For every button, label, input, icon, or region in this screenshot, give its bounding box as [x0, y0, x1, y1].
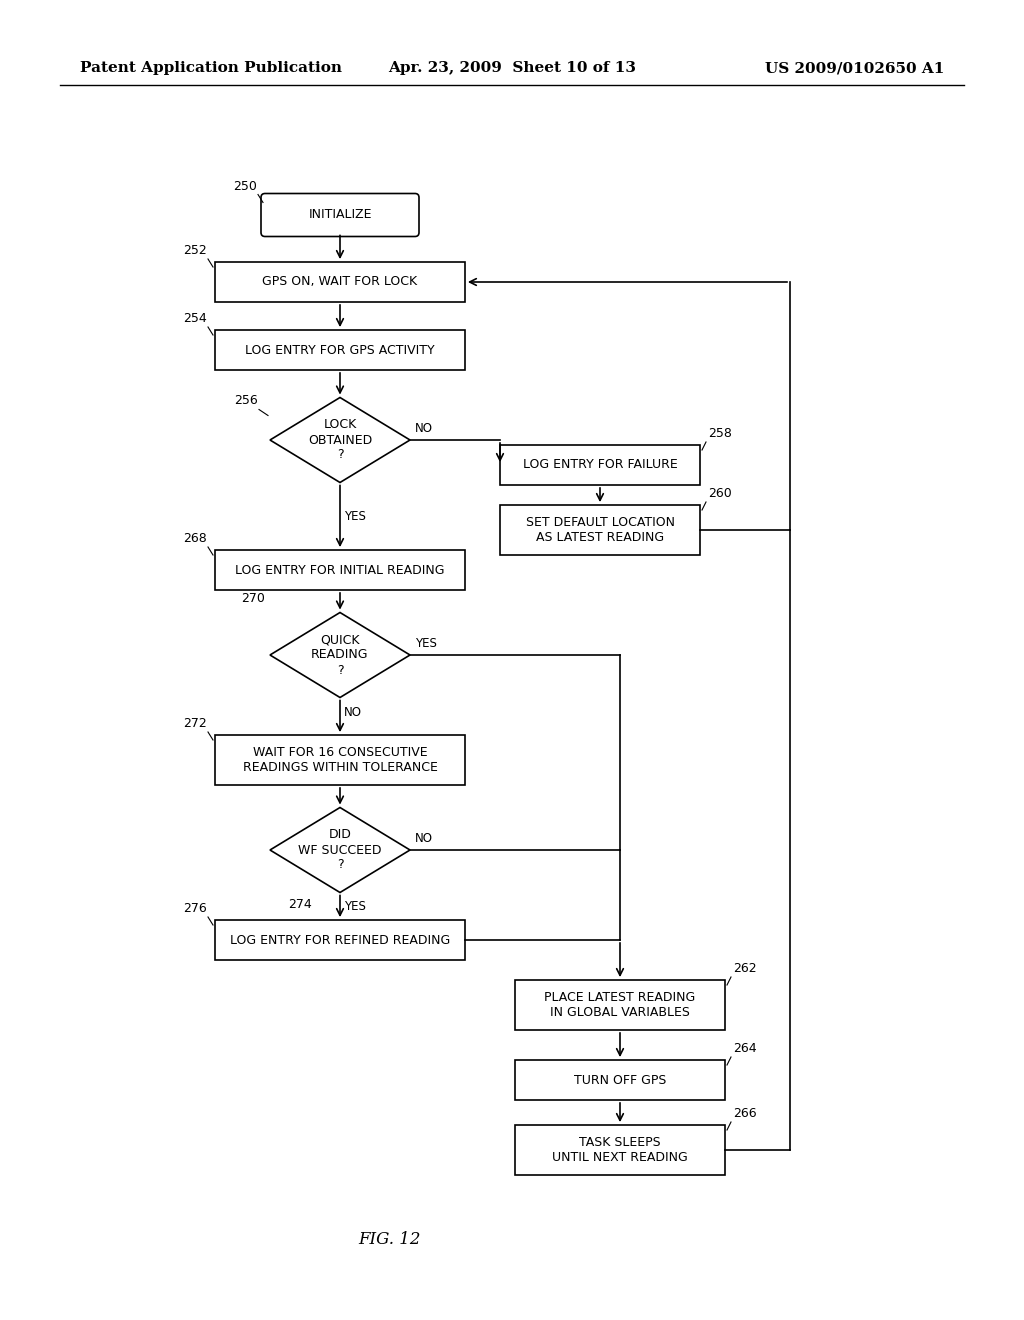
Text: 268: 268 [183, 532, 207, 545]
Text: 250: 250 [233, 180, 257, 193]
Text: 270: 270 [241, 591, 265, 605]
Bar [215, 330, 465, 370]
Text: NO: NO [344, 705, 362, 718]
Text: LOG ENTRY FOR GPS ACTIVITY: LOG ENTRY FOR GPS ACTIVITY [245, 343, 435, 356]
Text: 258: 258 [708, 426, 732, 440]
Text: GPS ON, WAIT FOR LOCK: GPS ON, WAIT FOR LOCK [262, 276, 418, 289]
Bar [515, 1060, 725, 1100]
Text: DID
WF SUCCEED
?: DID WF SUCCEED ? [298, 829, 382, 871]
Text: 266: 266 [733, 1107, 757, 1119]
Polygon shape [270, 808, 410, 892]
Polygon shape [270, 397, 410, 483]
Text: TASK SLEEPS
UNTIL NEXT READING: TASK SLEEPS UNTIL NEXT READING [552, 1137, 688, 1164]
Text: US 2009/0102650 A1: US 2009/0102650 A1 [765, 61, 944, 75]
Text: 274: 274 [288, 898, 312, 911]
Text: 252: 252 [183, 244, 207, 257]
Text: TURN OFF GPS: TURN OFF GPS [573, 1073, 667, 1086]
Text: LOG ENTRY FOR FAILURE: LOG ENTRY FOR FAILURE [522, 458, 677, 471]
Bar [500, 445, 700, 484]
Bar [215, 735, 465, 785]
Text: LOG ENTRY FOR INITIAL READING: LOG ENTRY FOR INITIAL READING [236, 564, 444, 577]
Polygon shape [270, 612, 410, 697]
Text: SET DEFAULT LOCATION
AS LATEST READING: SET DEFAULT LOCATION AS LATEST READING [525, 516, 675, 544]
Text: LOG ENTRY FOR REFINED READING: LOG ENTRY FOR REFINED READING [229, 933, 451, 946]
Text: 272: 272 [183, 717, 207, 730]
Text: YES: YES [415, 638, 437, 649]
Text: YES: YES [344, 510, 366, 523]
Text: Apr. 23, 2009  Sheet 10 of 13: Apr. 23, 2009 Sheet 10 of 13 [388, 61, 636, 75]
Text: INITIALIZE: INITIALIZE [308, 209, 372, 222]
FancyBboxPatch shape [261, 194, 419, 236]
Bar [215, 920, 465, 960]
Bar [515, 1125, 725, 1175]
Text: FIG. 12: FIG. 12 [358, 1232, 421, 1249]
Bar [215, 261, 465, 302]
Text: LOCK
OBTAINED
?: LOCK OBTAINED ? [308, 418, 372, 462]
Text: 260: 260 [708, 487, 732, 500]
Text: PLACE LATEST READING
IN GLOBAL VARIABLES: PLACE LATEST READING IN GLOBAL VARIABLES [545, 991, 695, 1019]
Text: 276: 276 [183, 902, 207, 915]
Text: QUICK
READING
?: QUICK READING ? [311, 634, 369, 676]
Text: NO: NO [415, 832, 433, 845]
Text: NO: NO [415, 422, 433, 436]
Text: Patent Application Publication: Patent Application Publication [80, 61, 342, 75]
Text: 256: 256 [234, 395, 258, 408]
Bar [515, 979, 725, 1030]
Text: 262: 262 [733, 962, 757, 975]
Text: YES: YES [344, 900, 366, 913]
Text: 264: 264 [733, 1041, 757, 1055]
Bar [215, 550, 465, 590]
Text: WAIT FOR 16 CONSECUTIVE
READINGS WITHIN TOLERANCE: WAIT FOR 16 CONSECUTIVE READINGS WITHIN … [243, 746, 437, 774]
Text: 254: 254 [183, 312, 207, 325]
Bar [500, 506, 700, 554]
